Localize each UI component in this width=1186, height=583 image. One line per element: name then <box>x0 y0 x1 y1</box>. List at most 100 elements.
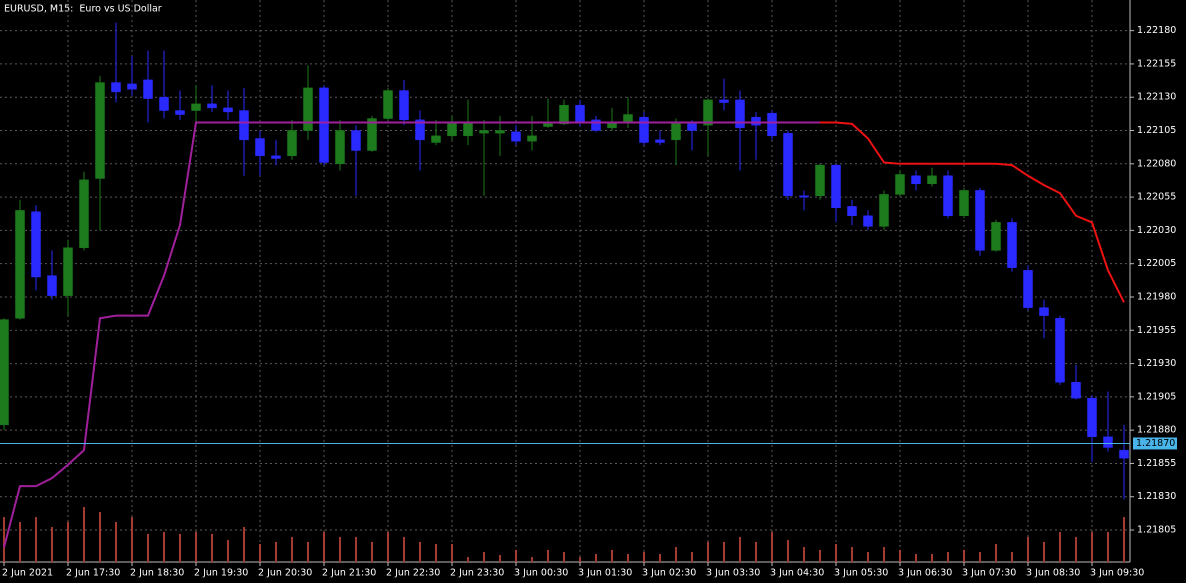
candle-body <box>543 123 553 127</box>
x-tick-label: 2 Jun 20:30 <box>258 568 312 579</box>
volume-bar <box>307 542 309 562</box>
volume-bar <box>787 540 789 562</box>
volume-bar <box>691 552 693 562</box>
y-tick-label: 1.22105 <box>1137 125 1176 136</box>
candle-body <box>447 123 457 137</box>
volume-bar <box>531 557 533 562</box>
candle-body <box>1039 307 1049 316</box>
volume-bar <box>323 532 325 562</box>
candle-body <box>31 211 41 278</box>
candle-body <box>1023 270 1033 308</box>
candle-body <box>399 90 409 121</box>
candle-body <box>591 119 601 131</box>
volume-bar <box>147 534 149 562</box>
volume-bar <box>995 544 997 562</box>
volume-bar <box>755 542 757 562</box>
volume-bar <box>419 542 421 562</box>
volume-bar <box>51 527 53 562</box>
volume-bar <box>867 552 869 562</box>
volume-bar <box>1027 537 1029 562</box>
volume-bar <box>243 527 245 562</box>
indicator-line <box>3 121 820 548</box>
volume-bar <box>19 522 21 562</box>
volume-bar <box>371 542 373 562</box>
candle-body <box>575 104 585 123</box>
x-tick-label: 3 Jun 06:30 <box>898 568 952 579</box>
volume-bar <box>1059 532 1061 562</box>
volume-bar <box>883 547 885 562</box>
volume-bar <box>1043 542 1045 562</box>
y-tick-label: 1.21905 <box>1137 391 1176 402</box>
volume-bar <box>3 517 5 562</box>
volume-bar <box>67 522 69 562</box>
candle-body <box>639 116 649 143</box>
volume-bar <box>643 552 645 562</box>
candle-body <box>207 103 217 109</box>
candle-body <box>511 131 521 142</box>
candle-body <box>1103 436 1113 448</box>
volume-bar <box>739 537 741 562</box>
y-tick-label: 1.22155 <box>1137 58 1176 69</box>
candle-body <box>191 103 201 111</box>
candle-body <box>1087 397 1097 438</box>
y-tick-label: 1.21880 <box>1137 425 1176 436</box>
volume-bar <box>1107 532 1109 562</box>
candle-body <box>559 104 569 125</box>
x-tick-label: 2 Jun 21:30 <box>322 568 376 579</box>
candle-body <box>159 96 169 111</box>
candle-body <box>623 114 633 123</box>
candle-body <box>783 132 793 197</box>
candle-body <box>799 195 809 198</box>
volume-bar <box>467 557 469 562</box>
candle-body <box>351 130 361 151</box>
y-tick-label: 1.21855 <box>1137 458 1176 469</box>
y-tick-label: 1.21805 <box>1137 525 1176 536</box>
volume-bar <box>947 552 949 562</box>
volume-bar <box>1075 537 1077 562</box>
volume-bar <box>387 532 389 562</box>
volume-bar <box>915 554 917 562</box>
volume-bar <box>963 550 965 562</box>
x-tick-label: 2 Jun 23:30 <box>450 568 504 579</box>
volume-bar <box>1011 552 1013 562</box>
volume-bar <box>195 532 197 562</box>
volume-bar <box>611 550 613 562</box>
volume-bar <box>83 507 85 562</box>
volume-bar <box>851 547 853 562</box>
volume-bar <box>899 550 901 562</box>
candle-body <box>751 116 761 126</box>
y-tick-label: 1.22130 <box>1137 92 1176 103</box>
y-tick-label: 1.21980 <box>1137 291 1176 302</box>
x-tick-label: 3 Jun 02:30 <box>642 568 696 579</box>
candle-body <box>383 90 393 119</box>
candle-body <box>175 110 185 115</box>
candle-body <box>895 174 905 195</box>
volume-bar <box>211 534 213 562</box>
y-tick-label: 1.21955 <box>1137 325 1176 336</box>
volume-bar <box>547 550 549 562</box>
x-tick-label: 3 Jun 07:30 <box>962 568 1016 579</box>
volume-bar <box>339 537 341 562</box>
candle-body <box>687 123 697 131</box>
x-tick-label: 2 Jun 22:30 <box>386 568 440 579</box>
volume-bar <box>403 537 405 562</box>
volume-bar <box>627 554 629 562</box>
volume-bar <box>483 552 485 562</box>
volume-bar <box>675 547 677 562</box>
x-tick-label: 3 Jun 04:30 <box>770 568 824 579</box>
y-tick-label: 1.22030 <box>1137 225 1176 236</box>
volume-bar <box>563 552 565 562</box>
candle-body <box>863 215 873 227</box>
candle-body <box>0 319 9 426</box>
candle-body <box>879 194 889 227</box>
volume-bar <box>275 542 277 562</box>
y-tick-label: 1.22005 <box>1137 258 1176 269</box>
candle-body <box>703 99 713 126</box>
x-tick-label: 2 Jun 19:30 <box>194 568 248 579</box>
candle-body <box>1007 222 1017 268</box>
volume-bar <box>35 517 37 562</box>
volume-bar <box>771 532 773 562</box>
volume-bar <box>1123 517 1125 562</box>
